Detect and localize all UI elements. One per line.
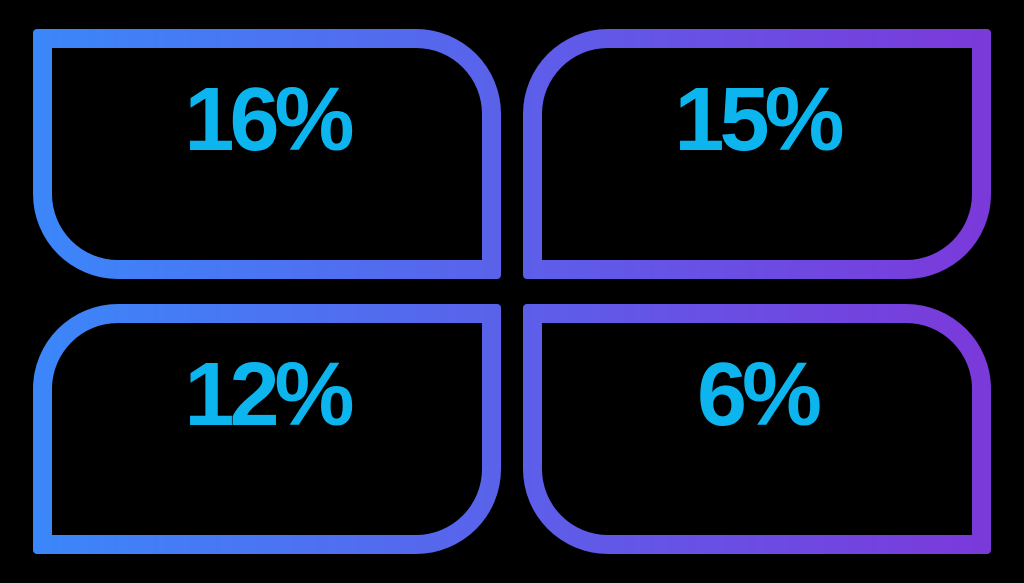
card-inner-fill	[52, 48, 482, 260]
card-inner-fill	[542, 48, 972, 260]
card-inner-fill	[52, 323, 482, 535]
stat-value: 12%	[184, 345, 354, 445]
stat-value: 6%	[696, 345, 822, 445]
stat-card-top-right: 15%	[523, 29, 991, 279]
card-inner-fill	[542, 323, 972, 535]
stat-card-top-left: 16%	[33, 29, 501, 279]
stat-card-bottom-left: 12%	[33, 304, 501, 554]
stat-grid: 16% 15% 12% 6%	[33, 29, 991, 554]
stat-card-bottom-right: 6%	[523, 304, 991, 554]
stat-value: 15%	[674, 70, 844, 170]
stat-value: 16%	[184, 70, 354, 170]
